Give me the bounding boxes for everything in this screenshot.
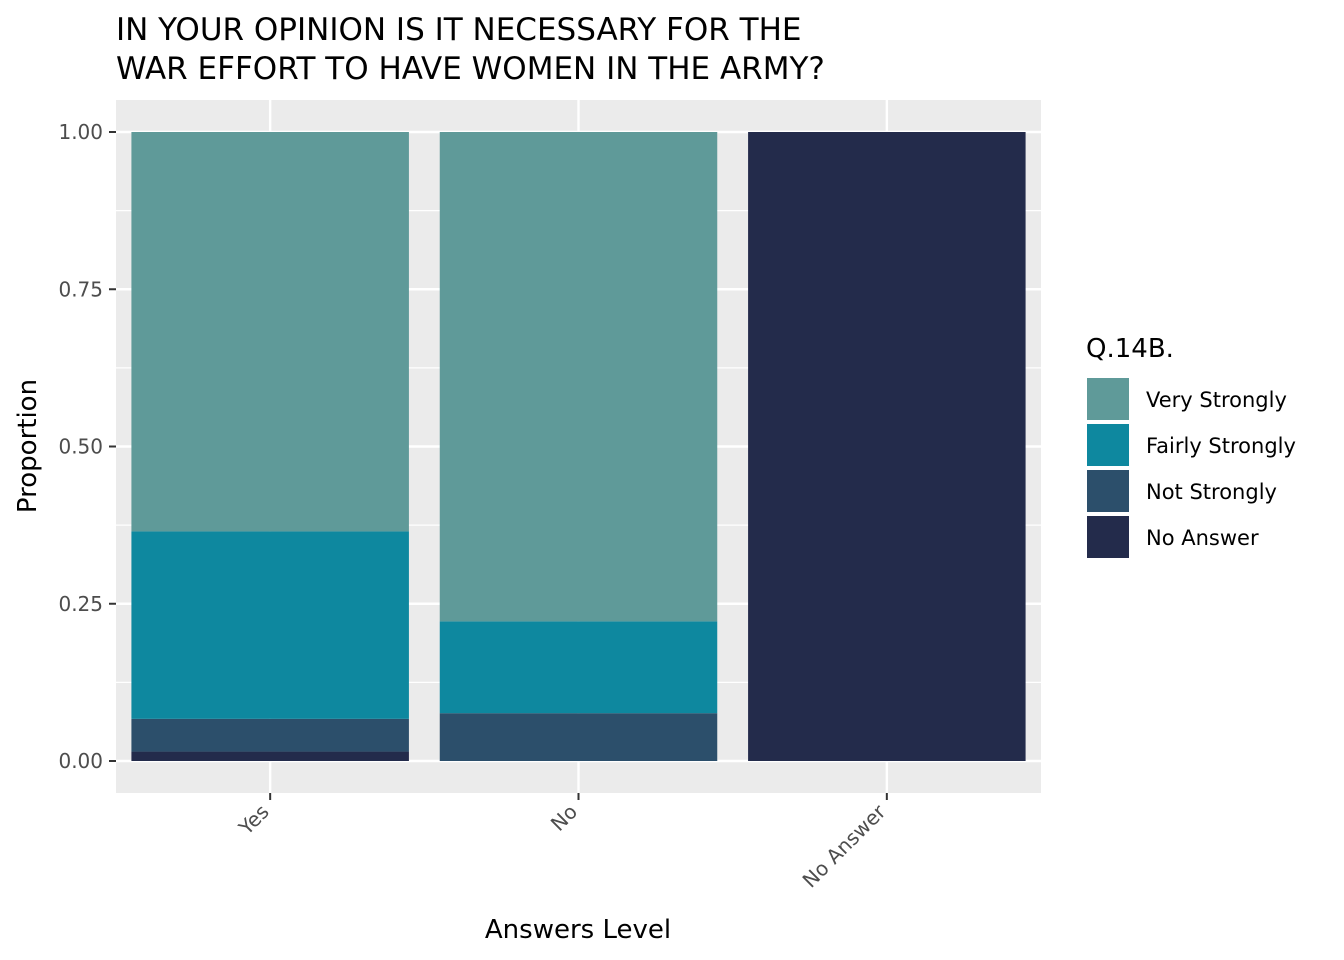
- bars: [131, 132, 1026, 761]
- x-tick-label: No: [546, 800, 582, 836]
- legend-key-no-answer: [1085, 514, 1131, 560]
- bar-segment-yes-very-strongly: [131, 132, 409, 532]
- x-axis: Yes No No Answer: [233, 793, 891, 892]
- bar-segment-yes-not-strongly: [131, 718, 409, 752]
- legend: Q.14B. Very Strongly Fairly Strongly Not S…: [1085, 334, 1296, 560]
- legend-key-fairly-strongly: [1085, 422, 1131, 468]
- x-axis-title: Answers Level: [485, 915, 671, 945]
- bar-segment-no-not-strongly: [439, 713, 718, 761]
- x-tick-label: Yes: [233, 800, 274, 841]
- legend-label: No Answer: [1146, 526, 1259, 550]
- bar-segment-yes-no-answer: [131, 751, 409, 761]
- legend-title: Q.14B.: [1086, 334, 1174, 364]
- legend-label: Very Strongly: [1146, 388, 1287, 412]
- bar-segment-no-fairly-strongly: [439, 621, 718, 714]
- y-tick-label: 0.50: [58, 435, 103, 459]
- y-axis: 0.00 0.25 0.50 0.75 1.00: [58, 120, 116, 773]
- y-tick-label: 0.25: [58, 592, 103, 616]
- x-tick-label: No Answer: [798, 799, 891, 892]
- y-tick-label: 0.75: [58, 277, 103, 301]
- legend-key-very-strongly: [1085, 376, 1131, 422]
- y-tick-label: 0.00: [58, 749, 103, 773]
- legend-key-not-strongly: [1085, 468, 1131, 514]
- bar-segment-no-answer-no-answer: [748, 132, 1026, 761]
- chart-title-line-1: IN YOUR OPINION IS IT NECESSARY FOR THE: [116, 12, 801, 48]
- chart-title-line-2: WAR EFFORT TO HAVE WOMEN IN THE ARMY?: [116, 51, 825, 87]
- bar-segment-yes-fairly-strongly: [131, 531, 409, 719]
- legend-label: Not Strongly: [1146, 480, 1277, 504]
- y-axis-title: Proportion: [13, 379, 43, 513]
- y-tick-label: 1.00: [58, 120, 103, 144]
- bar-segment-no-very-strongly: [439, 132, 718, 622]
- legend-label: Fairly Strongly: [1146, 434, 1296, 458]
